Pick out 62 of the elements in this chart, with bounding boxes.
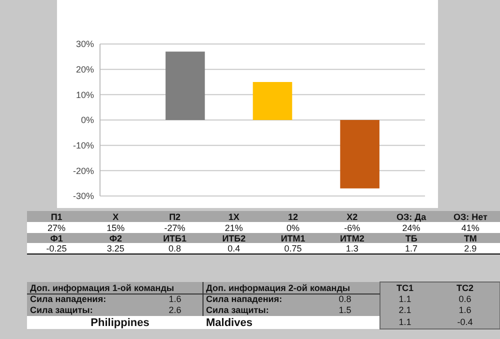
text: 3.25 [106, 244, 124, 254]
text: 0% [286, 223, 300, 234]
text: ТС2 [456, 283, 474, 294]
text: 2.9 [464, 244, 477, 254]
text: ИТБ1 [163, 234, 187, 244]
y-tick-label: 0% [80, 115, 94, 126]
text: ИТБ2 [222, 234, 246, 244]
text: -27% [164, 223, 186, 234]
text: 1.1 [398, 294, 412, 304]
text: Доп. информация 2-ой команды [206, 283, 350, 294]
text: 0.8 [168, 244, 182, 254]
text: Сила защиты: [206, 305, 269, 316]
text: 1.3 [346, 244, 358, 254]
text: 24% [402, 223, 420, 234]
text: Ф1 [50, 234, 63, 244]
text: Philippines [90, 316, 150, 329]
text: ТБ [405, 234, 418, 244]
text: ОЗ: Да [396, 212, 428, 222]
text: X [112, 212, 119, 222]
text: Ф2 [109, 234, 122, 244]
text: ИТМ2 [340, 234, 364, 244]
text: 41% [461, 223, 480, 234]
text: 12 [288, 212, 298, 222]
text: Сила нападения: [30, 294, 106, 304]
text: П2 [169, 212, 181, 222]
text: ИТМ1 [280, 234, 306, 244]
text: 21% [224, 223, 243, 234]
text: ТС1 [396, 283, 414, 294]
text: 27% [48, 223, 66, 234]
text: Сила нападения: [206, 294, 282, 304]
text: 0.8 [338, 294, 352, 304]
text: 1.5 [338, 305, 352, 316]
text: -0.25 [46, 244, 67, 254]
text: ОЗ: Нет [453, 212, 488, 222]
text: ТМ [464, 234, 477, 244]
text: Maldives [206, 316, 252, 329]
text: -6% [344, 223, 360, 234]
text: Сила защиты: [30, 305, 93, 316]
text: 0.4 [228, 244, 240, 254]
y-tick-label: 20% [76, 64, 94, 74]
y-tick-label: -30% [72, 191, 94, 202]
text: -0.4 [457, 317, 473, 328]
text: 1X [228, 212, 240, 222]
text: 0.75 [284, 244, 302, 254]
text: 15% [106, 223, 125, 234]
y-tick-label: 30% [76, 39, 94, 50]
bar [252, 82, 292, 120]
text: 2.1 [398, 305, 412, 316]
text: П1 [50, 212, 62, 222]
text: 2.6 [168, 305, 182, 316]
text: 1.6 [168, 294, 182, 304]
text: X2 [346, 212, 358, 222]
bar [166, 52, 205, 120]
y-tick-label: -20% [72, 166, 94, 176]
text: 1.7 [405, 244, 418, 254]
text: 0.6 [458, 294, 472, 304]
bar [340, 120, 380, 188]
y-tick-label: 10% [76, 90, 94, 100]
text: Доп. информация 1-ой команды [30, 283, 174, 294]
text: 1.6 [458, 305, 472, 316]
y-tick-label: -10% [72, 140, 94, 150]
text: 1.1 [398, 317, 412, 328]
